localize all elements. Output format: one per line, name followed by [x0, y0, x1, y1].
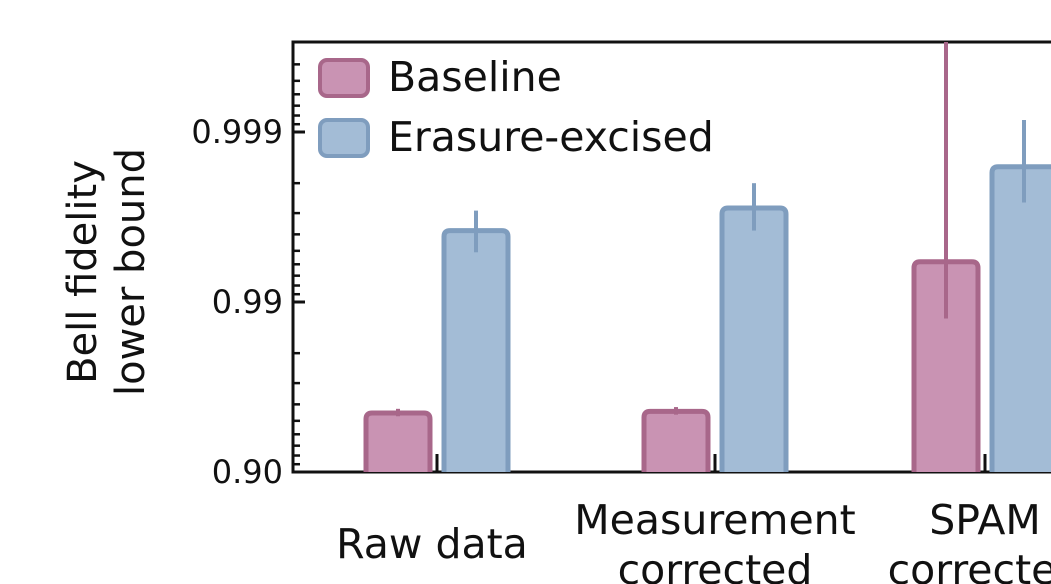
legend: Baseline Erasure-excised: [318, 53, 714, 161]
y-axis-label-line2: lower bound: [108, 148, 154, 396]
legend-swatch: [318, 118, 370, 158]
bar: [641, 408, 711, 472]
y-axis-label: Bell fidelity lower bound: [60, 148, 154, 396]
bar: [363, 410, 433, 472]
y-axis-label-line1: Bell fidelity: [60, 160, 106, 384]
bar: [441, 228, 511, 472]
y-tick-label: 0.999: [191, 113, 283, 151]
category-label-line2: corrected: [888, 546, 1051, 584]
category-label: Raw data: [336, 520, 528, 568]
category-label-line1: Measurement: [574, 496, 855, 544]
series-baseline: [363, 42, 981, 472]
category-label-line2: corrected: [618, 546, 813, 584]
bar: [989, 164, 1051, 472]
legend-label: Erasure-excised: [388, 113, 714, 161]
category-labels: Raw data MeasurementcorrectedSPAMcorrecte…: [336, 496, 1051, 584]
legend-swatch: [318, 58, 370, 98]
series-erasure-excised: [441, 120, 1051, 472]
category-label-line1: SPAM: [929, 496, 1041, 544]
bars: [363, 42, 1051, 472]
y-tick-label: 0.99: [212, 283, 283, 321]
legend-label: Baseline: [388, 53, 562, 101]
y-tick-label: 0.90: [212, 453, 283, 491]
bar: [719, 205, 789, 472]
